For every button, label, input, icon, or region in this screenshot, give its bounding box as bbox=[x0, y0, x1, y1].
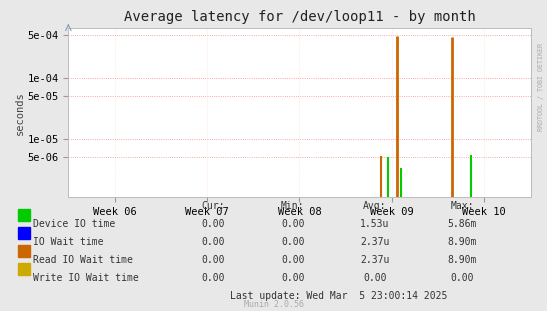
Text: IO Wait time: IO Wait time bbox=[33, 237, 103, 247]
Text: Write IO Wait time: Write IO Wait time bbox=[33, 273, 138, 283]
Text: 1.53u: 1.53u bbox=[360, 219, 389, 229]
Text: 8.90m: 8.90m bbox=[447, 237, 477, 247]
Text: 0.00: 0.00 bbox=[281, 237, 304, 247]
Text: Cur:: Cur: bbox=[202, 201, 225, 211]
Text: 0.00: 0.00 bbox=[451, 273, 474, 283]
Text: Max:: Max: bbox=[451, 201, 474, 211]
Text: 0.00: 0.00 bbox=[281, 273, 304, 283]
Text: Device IO time: Device IO time bbox=[33, 219, 115, 229]
Text: 5.86m: 5.86m bbox=[447, 219, 477, 229]
Text: 0.00: 0.00 bbox=[202, 237, 225, 247]
Text: 8.90m: 8.90m bbox=[447, 255, 477, 265]
Title: Average latency for /dev/loop11 - by month: Average latency for /dev/loop11 - by mon… bbox=[124, 10, 475, 24]
Text: Min:: Min: bbox=[281, 201, 304, 211]
Text: 0.00: 0.00 bbox=[202, 255, 225, 265]
Text: 0.00: 0.00 bbox=[363, 273, 386, 283]
Text: 0.00: 0.00 bbox=[281, 219, 304, 229]
Text: 0.00: 0.00 bbox=[202, 219, 225, 229]
Text: RRDTOOL / TOBI OETIKER: RRDTOOL / TOBI OETIKER bbox=[538, 43, 544, 131]
Text: 2.37u: 2.37u bbox=[360, 237, 389, 247]
Text: 2.37u: 2.37u bbox=[360, 255, 389, 265]
Y-axis label: seconds: seconds bbox=[15, 91, 25, 135]
Text: 0.00: 0.00 bbox=[202, 273, 225, 283]
Text: 0.00: 0.00 bbox=[281, 255, 304, 265]
Text: Last update: Wed Mar  5 23:00:14 2025: Last update: Wed Mar 5 23:00:14 2025 bbox=[230, 291, 448, 301]
Text: Avg:: Avg: bbox=[363, 201, 386, 211]
Text: Read IO Wait time: Read IO Wait time bbox=[33, 255, 133, 265]
Text: Munin 2.0.56: Munin 2.0.56 bbox=[243, 300, 304, 309]
